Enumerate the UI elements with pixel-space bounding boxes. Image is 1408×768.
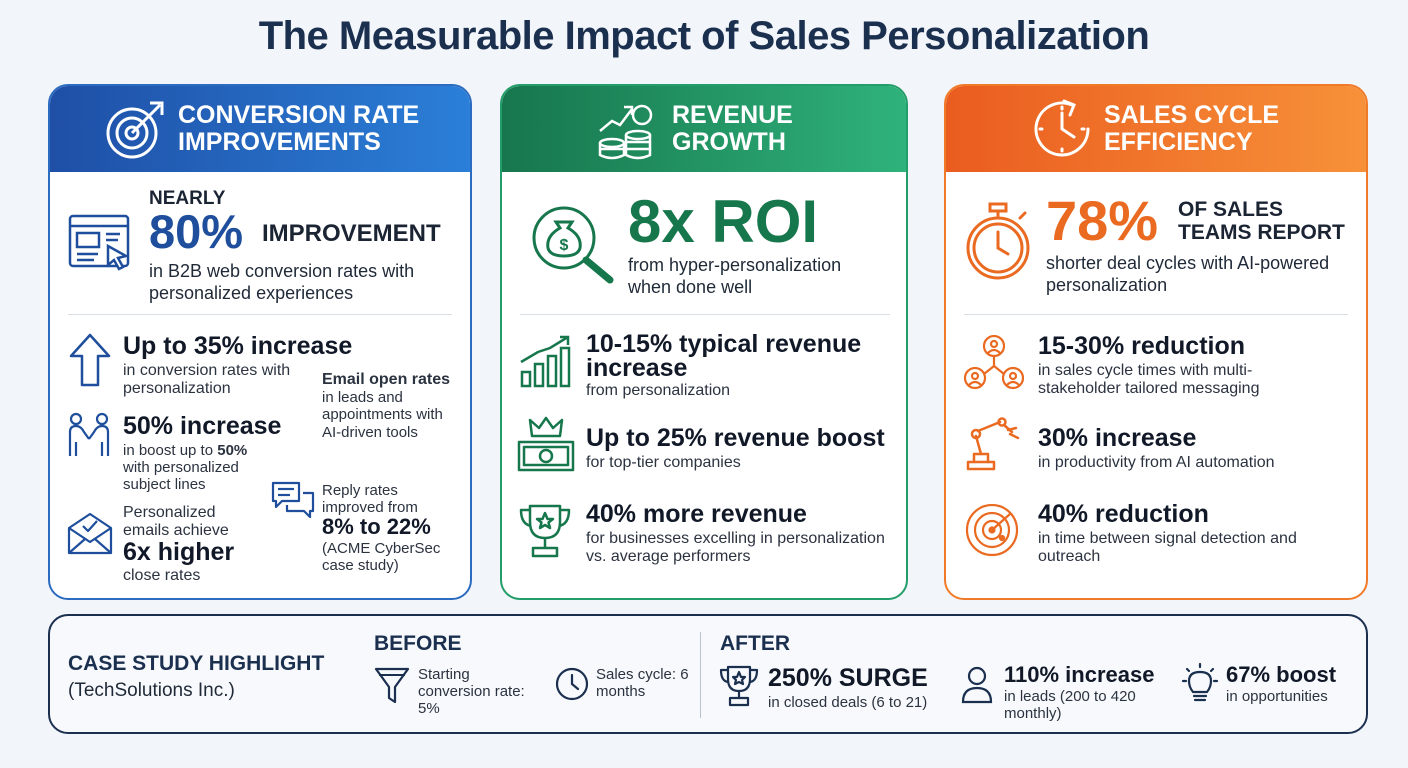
stat-description: for top-tier companies: [586, 454, 741, 471]
stat-description: in conversion rates with personalization: [123, 362, 291, 397]
revenue-card-header: REVENUE GROWTH: [502, 86, 906, 172]
stat-line: Personalized emails achieve: [123, 504, 229, 539]
crown-banknote-icon: [517, 416, 575, 472]
hero-prefix: NEARLY: [149, 188, 226, 209]
stat-title: 10-15% typical revenue increase: [586, 330, 862, 382]
clock-arrow-icon: [1034, 99, 1090, 157]
divider: [964, 314, 1348, 315]
radar-icon: [965, 503, 1019, 557]
clock-icon: [555, 667, 589, 701]
after-boost-title: 67% boost: [1226, 662, 1337, 687]
case-study-label: CASE STUDY HIGHLIGHT: [68, 652, 325, 675]
trophy-icon: [719, 665, 759, 707]
before-label: BEFORE: [374, 632, 462, 655]
after-label: AFTER: [720, 632, 790, 655]
stat-description: for businesses excelling in personalizat…: [586, 530, 885, 565]
web-browser-cursor-icon: [68, 214, 130, 271]
envelope-check-icon: [67, 512, 113, 555]
conversion-card: CONVERSION RATE IMPROVEMENTS NEARLY 80% …: [48, 84, 472, 600]
stat-title: 40% more revenue: [586, 500, 807, 528]
divider: [68, 314, 452, 315]
lightbulb-icon: [1181, 662, 1219, 702]
stat-line: close rates: [123, 567, 201, 584]
hero-label: IMPROVEMENT: [262, 220, 441, 247]
conversion-card-header: CONVERSION RATE IMPROVEMENTS: [50, 86, 470, 172]
sales-cycle-card: SALES CYCLE EFFICIENCY 78% OF SALES TEAM…: [944, 84, 1368, 600]
stat-description: in time between signal detection and out…: [1038, 530, 1297, 565]
stat-description: from personalization: [586, 382, 731, 399]
conversion-card-title: CONVERSION RATE IMPROVEMENTS: [178, 101, 420, 156]
arrow-up-icon: [69, 333, 111, 387]
stat-title: 30% increase: [1038, 424, 1197, 452]
stat-title: 50% increase: [123, 412, 282, 440]
vertical-divider: [700, 632, 701, 718]
stat-description: in sales cycle times with multi-stakehol…: [1038, 362, 1260, 397]
stat-description: in productivity from AI automation: [1038, 454, 1275, 471]
after-surge-desc: in closed deals (6 to 21): [768, 694, 928, 711]
case-study-company: (TechSolutions Inc.): [68, 680, 235, 701]
svg-text:$: $: [560, 237, 569, 254]
stat-title: Up to 35% increase: [123, 332, 353, 360]
coins-growth-icon: [598, 104, 653, 160]
hero-description: in B2B web conversion rates with persona…: [149, 261, 415, 303]
stat-title: 15-30% reduction: [1038, 332, 1246, 360]
stat-big: 6x higher: [123, 538, 235, 566]
stat-title: 40% reduction: [1038, 500, 1209, 528]
robot-arm-icon: [966, 417, 1020, 471]
after-boost-desc: in opportunities: [1226, 688, 1328, 705]
stat-email-open: Email open rates in leads and appointmen…: [322, 371, 451, 441]
hero-description: shorter deal cycles with AI-powered pers…: [1046, 253, 1330, 295]
after-surge-title: 250% SURGE: [768, 664, 928, 692]
stat-title: Up to 25% revenue boost: [586, 424, 885, 452]
revenue-card: REVENUE GROWTH $ 8x ROI from hyper-perso…: [500, 84, 908, 600]
before-cycle-text: Sales cycle: 6 months: [596, 666, 689, 700]
stopwatch-icon: [966, 202, 1030, 280]
hero-value: 78%: [1046, 189, 1159, 252]
chat-bubbles-icon: [271, 481, 315, 519]
stat-big: 8% to 22%: [322, 514, 431, 539]
after-leads-title: 110% increase: [1004, 662, 1155, 687]
hero-label: OF SALES TEAMS REPORT: [1178, 198, 1345, 244]
after-leads-desc: in leads (200 to 420 monthly): [1004, 688, 1136, 722]
stat-description: in boost up to 50% with personalized sub…: [123, 442, 248, 493]
stat-line: (ACME CyberSec case study): [322, 540, 441, 574]
target-arrow-icon: [106, 101, 164, 159]
funnel-icon: [374, 667, 410, 704]
page-title: The Measurable Impact of Sales Personali…: [258, 14, 1150, 58]
bar-chart-growth-icon: [520, 335, 571, 388]
stakeholders-network-icon: [964, 334, 1024, 390]
person-icon: [961, 666, 993, 704]
hero-value: 80%: [149, 205, 244, 258]
hero-value: 8x ROI: [628, 188, 819, 255]
stat-line: Reply rates improved from: [322, 482, 418, 516]
sales-cycle-card-title: SALES CYCLE EFFICIENCY: [1104, 101, 1280, 156]
hero-description: from hyper-personalization when done wel…: [628, 255, 842, 297]
case-study-panel: CASE STUDY HIGHLIGHT (TechSolutions Inc.…: [48, 614, 1368, 734]
divider: [520, 314, 890, 315]
before-conversion-text: Starting conversion rate: 5%: [418, 666, 525, 717]
handshake-icon: [68, 412, 110, 456]
sales-cycle-card-header: SALES CYCLE EFFICIENCY: [946, 86, 1366, 172]
trophy-star-icon: [519, 504, 571, 558]
revenue-card-title: REVENUE GROWTH: [672, 101, 793, 156]
money-bag-search-icon: $: [532, 206, 614, 284]
